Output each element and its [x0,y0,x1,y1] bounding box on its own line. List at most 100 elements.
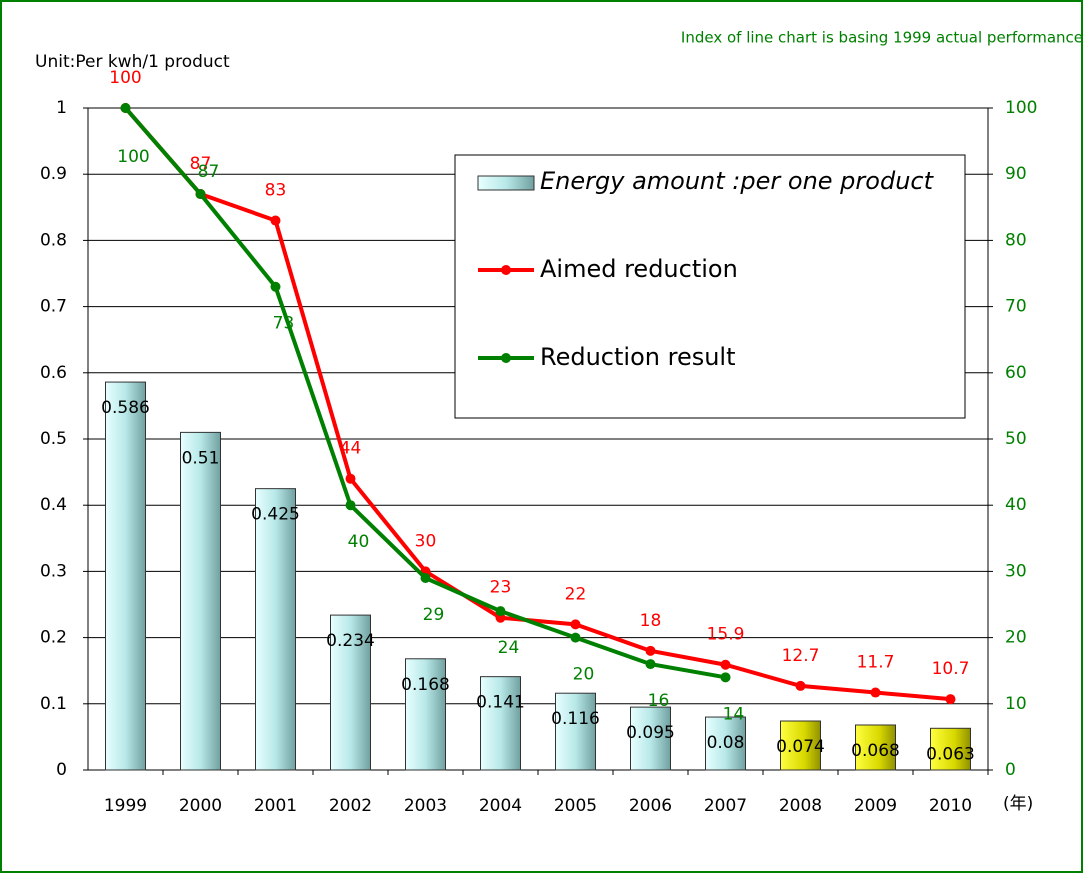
bar [855,724,896,771]
point [945,694,956,705]
bar [330,614,371,771]
point-label: 10.7 [932,659,970,679]
point [495,606,506,617]
y2-tick-label: 0 [1005,760,1016,780]
y2-tick-label: 90 [1005,164,1027,184]
bar [780,720,821,771]
y-tick-label: 0 [56,760,67,780]
y2-tick-label: 40 [1005,495,1027,515]
x-tick-label: 2010 [929,796,972,816]
y-tick-label: 0.1 [40,694,67,714]
y2-tick-label: 80 [1005,230,1027,250]
y2-tick-label: 50 [1005,429,1027,449]
point-label: 73 [273,314,295,334]
y2-tick-label: 10 [1005,694,1027,714]
point-label: 16 [648,691,670,711]
bar [255,488,296,771]
y-label: Unit:Per kwh/1 product [35,52,230,72]
bar-label: 0.063 [926,744,975,764]
bar-label: 0.586 [101,398,150,418]
x-tick-label: 2006 [629,796,672,816]
y2-tick-label: 30 [1005,561,1027,581]
point [720,659,731,670]
y-tick-label: 0.5 [40,429,67,449]
bar [705,716,746,771]
legend-point [501,265,511,275]
y-tick-label: 0.6 [40,363,67,383]
bar [105,381,146,771]
y-tick-label: 0.2 [40,628,67,648]
point-label: 23 [490,578,512,598]
point-label: 40 [348,532,370,552]
bar-label: 0.51 [182,448,220,468]
point-label: 100 [109,68,141,88]
line [123,106,951,702]
bar [630,706,671,771]
bar-label: 0.116 [551,709,600,729]
bar [405,658,446,771]
y-tick-label: 1 [56,98,67,118]
bar-label: 0.234 [326,631,375,651]
point-label: 15.9 [707,625,745,645]
x-tick-label: 2008 [779,796,822,816]
point-label: 12.7 [782,646,820,666]
legend-label: Energy amount :per one product [540,167,934,195]
x-tick-label: 2009 [854,796,897,816]
x-tick-label: 2002 [329,796,372,816]
legend [454,154,966,419]
point [570,632,581,643]
y-tick-label: 0.9 [40,164,67,184]
point-label: 20 [573,665,595,685]
point-label: 29 [423,605,445,625]
point-label: 100 [117,147,149,167]
bar-label: 0.074 [776,737,825,757]
point [645,659,656,670]
legend-label: Aimed reduction [540,255,738,283]
bar-label: 0.08 [707,733,745,753]
point-label: 18 [640,611,662,631]
x-tick-label: 2005 [554,796,597,816]
y2-tick-label: 100 [1005,98,1037,118]
x-tick-label: 1999 [104,796,147,816]
point-label: 87 [198,162,220,182]
point [270,281,281,292]
point [195,189,206,200]
chart-title: Index of line chart is basing 1999 actua… [681,29,1083,47]
point-label: 22 [565,584,587,604]
x-tick-label: 2000 [179,796,222,816]
point [420,573,431,584]
y-tick-label: 0.7 [40,297,67,317]
bar [555,692,596,771]
point [345,473,356,484]
point [870,687,881,698]
y-tick-label: 0.8 [40,230,67,250]
point [720,672,731,683]
bar-label: 0.168 [401,675,450,695]
point-label: 24 [498,638,520,658]
y2-tick-label: 70 [1005,297,1027,317]
bar-label: 0.425 [251,505,300,525]
point [120,103,131,113]
y-tick-label: 0.4 [40,495,67,515]
y-tick-label: 0.3 [40,561,67,581]
x-unit: (年) [1003,794,1033,814]
x-tick-label: 2003 [404,796,447,816]
point-label: 14 [723,704,745,724]
x-tick-label: 2004 [479,796,522,816]
point-label: 11.7 [857,653,895,673]
y2-tick-label: 60 [1005,363,1027,383]
point-label: 87 [190,154,212,174]
point [345,500,356,511]
legend-label: Reduction result [540,343,736,371]
point-label: 30 [415,531,437,551]
bar [930,727,971,771]
point [570,619,581,630]
point-label: 44 [340,439,362,459]
bar-label: 0.141 [476,693,525,713]
legend-swatch [477,175,535,191]
point-label: 83 [265,181,287,201]
x-tick-label: 2007 [704,796,747,816]
